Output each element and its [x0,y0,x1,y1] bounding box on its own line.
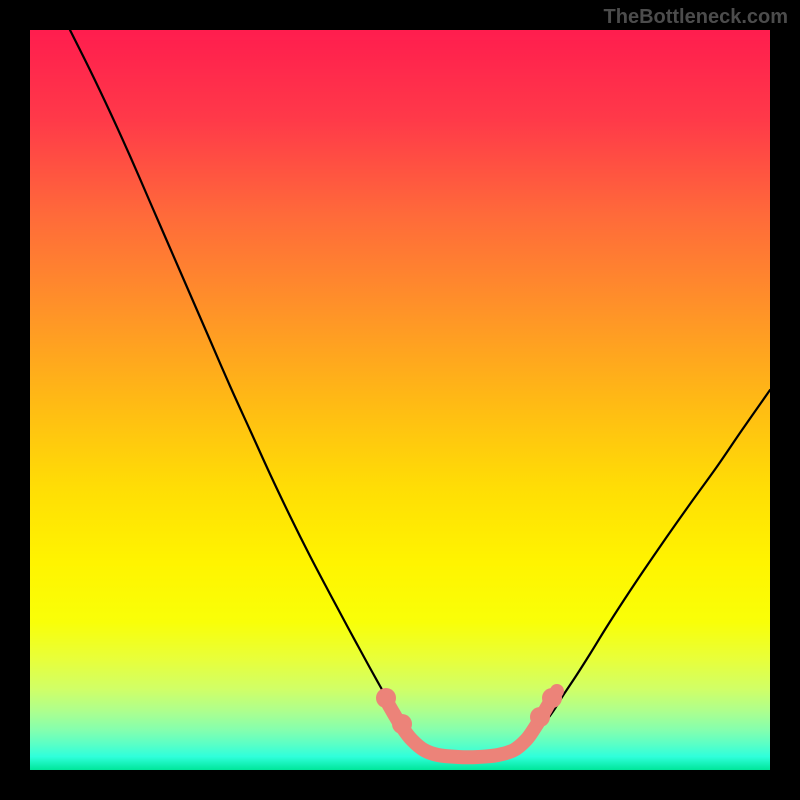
watermark-text: TheBottleneck.com [604,6,788,29]
plateau-dot [530,707,550,727]
bottleneck-plot-svg [30,30,770,770]
plateau-dot [376,688,396,708]
plateau-dot [542,688,562,708]
chart-frame: TheBottleneck.com [0,0,800,800]
plot-area [30,30,770,770]
plateau-dot [392,714,412,734]
gradient-background [30,30,770,770]
